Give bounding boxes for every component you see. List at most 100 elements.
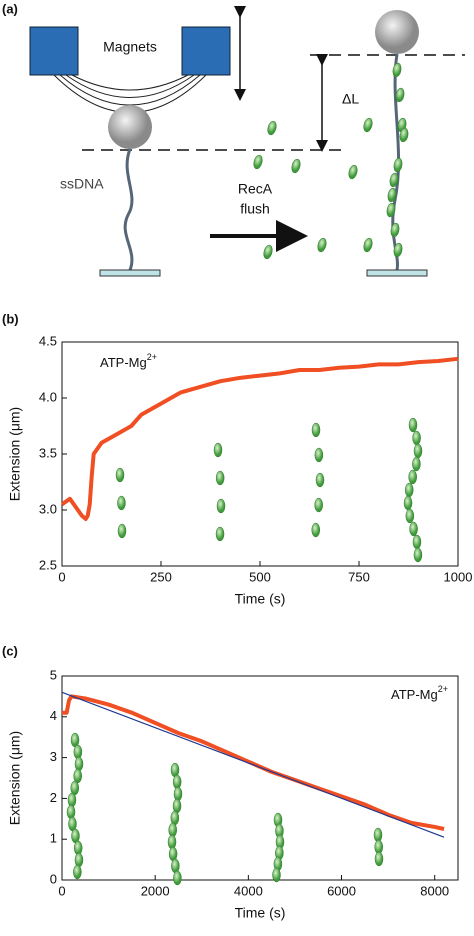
y-tick-label: 4.0 [39,389,57,404]
x-tick-label: 1000 [444,569,473,584]
x-axis-label: Time (s) [235,591,286,607]
recA [74,756,84,772]
y-tick-label: 5 [50,667,57,682]
recA [115,467,125,483]
y-tick-label: 3 [50,749,57,764]
recA [66,804,76,820]
recA [405,508,415,524]
recA [173,870,182,886]
y-axis-label: Extension (μm) [7,731,23,825]
recA [387,187,397,203]
recA [409,521,418,537]
annotation: ATP-Mg2+ [391,684,448,702]
recA [253,154,263,170]
recA [291,158,301,174]
x-tick-label: 750 [348,569,370,584]
x-tick-label: 0 [58,883,65,898]
panel-label: (b) [2,311,19,326]
panel-label: (c) [2,643,18,658]
recA [408,417,418,433]
annotation-text: ATP-Mg [391,687,438,702]
recA [67,792,77,808]
label: ΔL [342,91,359,107]
recA [386,202,396,218]
recA [412,456,421,472]
data-line [60,356,459,521]
annotation-sup: 2+ [438,684,448,694]
recA [117,523,127,539]
y-tick-label: 4.5 [39,333,57,348]
recA [73,744,83,760]
recA [117,495,126,511]
recA [404,482,414,498]
y-tick-label: 4 [50,708,57,723]
recA [413,547,423,563]
label: RecA [238,181,273,197]
x-tick-label: 0 [58,569,65,584]
annotation-sup: 2+ [147,352,157,362]
recA [73,864,82,880]
recA [74,852,84,868]
bead [108,105,152,149]
recA [215,526,225,542]
y-tick-label: 3.0 [39,501,57,516]
recA [215,470,225,486]
recA [395,87,405,103]
data-line [61,691,445,838]
label: ssDNA [60,176,104,192]
recA [314,447,324,463]
recA [314,497,323,513]
recA [267,120,277,136]
annotation: ATP-Mg2+ [100,352,157,370]
recA [374,851,384,867]
x-tick-label: 500 [249,569,271,584]
y-tick-label: 1 [50,831,57,846]
recA [216,498,226,514]
recA [412,534,422,550]
label: Magnets [103,39,157,55]
recA [393,242,403,258]
panel-label: (a) [2,1,18,16]
annotation-text: ATP-Mg [100,355,147,370]
y-tick-label: 2.5 [39,557,57,572]
recA [348,164,358,180]
label: flush [240,201,270,217]
recA [311,522,321,538]
x-tick-label: 4000 [234,883,263,898]
y-tick-label: 2 [50,790,57,805]
recA [272,867,281,883]
recA [403,495,413,511]
bead [375,10,419,54]
recA [390,222,400,238]
recA [413,443,423,459]
recA [412,430,421,446]
recA [167,834,177,850]
recA [389,172,399,188]
x-tick-label: 2000 [141,883,170,898]
surface [99,269,161,277]
recA [315,472,325,488]
recA [213,442,223,458]
y-tick-label: 3.5 [39,445,57,460]
panel-a: (a) Magnets ssDNA RecA flush ΔL [2,1,465,277]
recA [363,117,373,133]
recA [311,422,321,438]
x-tick-label: 8000 [420,883,449,898]
recA [363,237,373,253]
plot-frame [61,675,459,881]
recA [173,786,183,802]
dna [123,148,134,271]
recA [408,469,417,485]
x-tick-label: 6000 [327,883,356,898]
recA [263,244,273,260]
x-tick-label: 250 [150,569,172,584]
surface [366,269,428,277]
y-axis-label: Extension (μm) [7,407,23,501]
recA [317,237,327,253]
magnet [29,26,79,76]
data-line [62,694,445,831]
recA [393,157,403,173]
x-axis-label: Time (s) [235,905,286,921]
